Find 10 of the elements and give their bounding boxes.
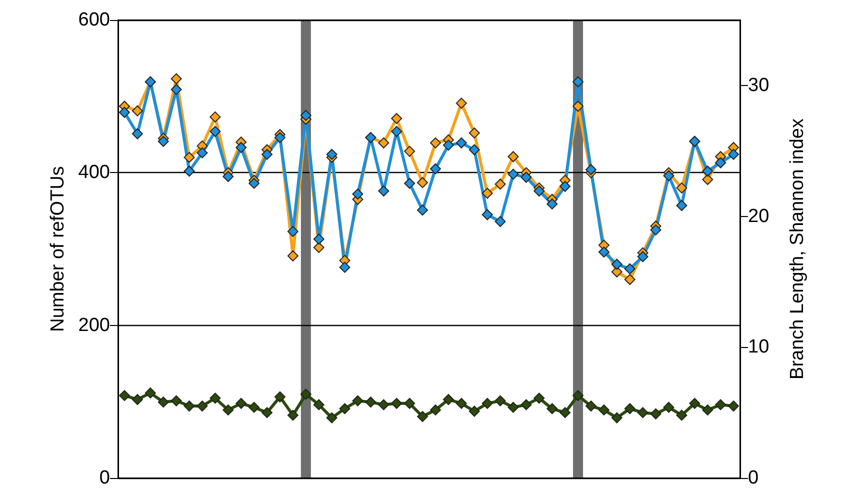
y-tick-label: 0: [99, 468, 110, 488]
y-tick-label: 400: [78, 162, 110, 184]
y2-axis-title: Branch Length, Shannon index: [787, 118, 808, 380]
y2-tick-label: 20: [748, 206, 770, 227]
y-axis-title: Number of refOTUs: [47, 166, 68, 332]
y2-tick-label: 10: [748, 336, 770, 358]
y-tick-label: 600: [78, 10, 110, 30]
y-tick-label: 200: [78, 314, 110, 336]
y2-tick-label: 30: [748, 74, 770, 96]
y2-tick-label: 0: [748, 468, 759, 488]
